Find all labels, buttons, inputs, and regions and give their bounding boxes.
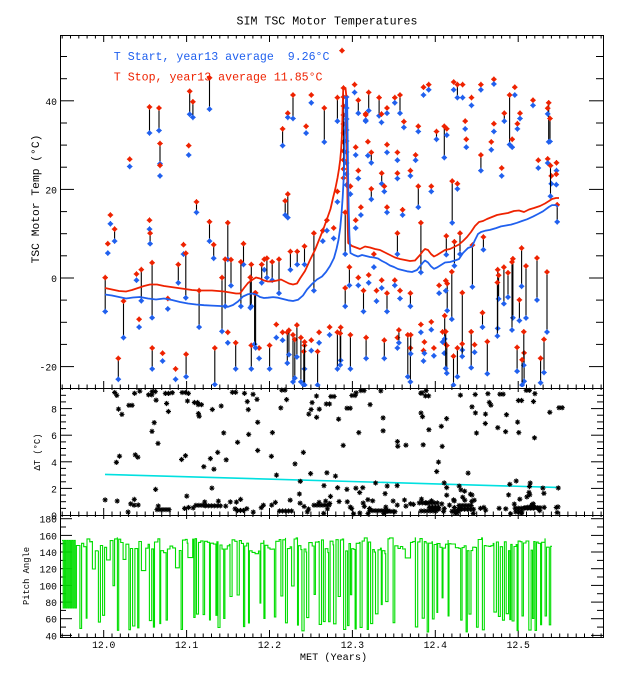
svg-text:12.4: 12.4 bbox=[424, 640, 447, 651]
svg-text:Pitch Angle: Pitch Angle bbox=[22, 547, 32, 605]
svg-text:T Stop, year13 average 11.85°C: T Stop, year13 average 11.85°C bbox=[114, 71, 323, 84]
svg-text:80: 80 bbox=[45, 598, 57, 609]
svg-text:140: 140 bbox=[40, 548, 58, 559]
svg-text:160: 160 bbox=[40, 531, 58, 542]
svg-text:180: 180 bbox=[40, 515, 58, 526]
svg-text:4: 4 bbox=[51, 458, 57, 469]
svg-text:ΔT (°C): ΔT (°C) bbox=[33, 434, 43, 471]
svg-text:T Start, year13 average 9.26°: T Start, year13 average 9.26°C bbox=[114, 51, 330, 64]
svg-text:40: 40 bbox=[45, 631, 57, 642]
svg-text:12.0: 12.0 bbox=[92, 640, 115, 651]
svg-text:TSC Motor Temp (°C): TSC Motor Temp (°C) bbox=[31, 135, 43, 264]
svg-text:60: 60 bbox=[45, 615, 57, 626]
svg-text:20: 20 bbox=[45, 185, 57, 196]
svg-text:0: 0 bbox=[51, 274, 57, 285]
svg-text:12.2: 12.2 bbox=[258, 640, 281, 651]
svg-text:6: 6 bbox=[51, 431, 57, 442]
svg-text:SIM TSC Motor Temperatures: SIM TSC Motor Temperatures bbox=[237, 16, 418, 29]
svg-text:40: 40 bbox=[45, 97, 57, 108]
svg-text:12.3: 12.3 bbox=[341, 640, 364, 651]
svg-text:100: 100 bbox=[40, 581, 58, 592]
svg-text:120: 120 bbox=[40, 565, 58, 576]
svg-text:0: 0 bbox=[51, 511, 57, 522]
svg-text:2: 2 bbox=[51, 484, 57, 495]
svg-text:MET (Years): MET (Years) bbox=[300, 652, 367, 664]
svg-text:12.1: 12.1 bbox=[175, 640, 198, 651]
svg-text:8: 8 bbox=[51, 405, 57, 416]
svg-text:-20: -20 bbox=[40, 363, 58, 374]
svg-text:12.5: 12.5 bbox=[507, 640, 530, 651]
